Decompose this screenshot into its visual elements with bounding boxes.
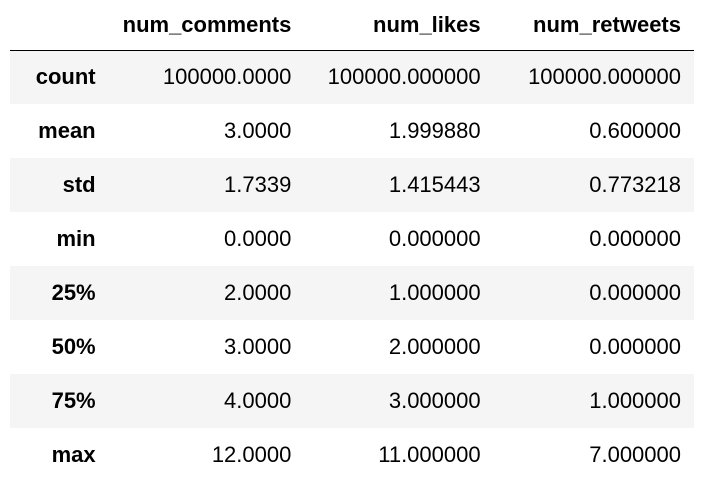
row-label: mean <box>38 118 96 143</box>
table-row-50-percent: 50% 3.0000 2.000000 0.000000 <box>10 320 694 374</box>
row-label: 75% <box>51 388 96 413</box>
cell-num-comments: 3.0000 <box>224 334 292 359</box>
cell-num-likes: 1.415443 <box>388 172 481 197</box>
cell-num-retweets: 0.000000 <box>589 334 681 359</box>
index-header-corner <box>10 0 109 51</box>
cell-num-comments: 0.0000 <box>224 226 292 251</box>
cell-num-likes: 11.000000 <box>378 442 481 467</box>
cell-num-retweets: 0.773218 <box>589 172 681 197</box>
cell-num-comments: 4.0000 <box>224 388 292 413</box>
cell-num-likes: 1.000000 <box>388 280 481 305</box>
cell-num-retweets: 0.000000 <box>589 280 681 305</box>
cell-num-comments: 3.0000 <box>224 118 292 143</box>
cell-num-likes: 0.000000 <box>388 226 481 251</box>
table-row-min: min 0.0000 0.000000 0.000000 <box>10 212 694 266</box>
table-row-75-percent: 75% 4.0000 3.000000 1.000000 <box>10 374 694 428</box>
cell-num-comments: 2.0000 <box>224 280 292 305</box>
cell-num-comments: 100000.0000 <box>162 64 292 90</box>
row-label: min <box>56 226 96 251</box>
describe-table: num_comments num_likes num_retweets coun… <box>10 0 694 482</box>
table-row-count: count 100000.0000 100000.000000 100000.0… <box>10 50 694 104</box>
cell-num-retweets: 7.000000 <box>589 442 681 467</box>
row-label: max <box>51 442 96 467</box>
cell-num-retweets: 0.000000 <box>589 226 681 251</box>
table-row-std: std 1.7339 1.415443 0.773218 <box>10 158 694 212</box>
column-header-num-likes: num_likes <box>304 0 494 51</box>
table-row-mean: mean 3.0000 1.999880 0.600000 <box>10 104 694 158</box>
cell-num-retweets: 1.000000 <box>589 388 681 413</box>
cell-num-likes: 100000.000000 <box>327 64 481 90</box>
cell-num-comments: 1.7339 <box>224 172 292 197</box>
row-label: count <box>35 64 96 90</box>
table-body: count 100000.0000 100000.000000 100000.0… <box>10 50 694 482</box>
cell-num-likes: 2.000000 <box>388 334 481 359</box>
cell-num-retweets: 100000.000000 <box>528 64 681 90</box>
cell-num-likes: 3.000000 <box>388 388 481 413</box>
row-label: 25% <box>51 280 96 305</box>
table-row-25-percent: 25% 2.0000 1.000000 0.000000 <box>10 266 694 320</box>
table-row-max: max 12.0000 11.000000 7.000000 <box>10 428 694 482</box>
column-header-num-retweets: num_retweets <box>493 0 694 51</box>
header-row: num_comments num_likes num_retweets <box>10 0 694 51</box>
column-header-num-comments: num_comments <box>108 0 305 51</box>
cell-num-likes: 1.999880 <box>388 118 481 143</box>
row-label: std <box>62 172 96 197</box>
cell-num-retweets: 0.600000 <box>589 118 681 143</box>
cell-num-comments: 12.0000 <box>211 442 292 467</box>
table-header: num_comments num_likes num_retweets <box>10 0 694 51</box>
row-label: 50% <box>51 334 96 359</box>
